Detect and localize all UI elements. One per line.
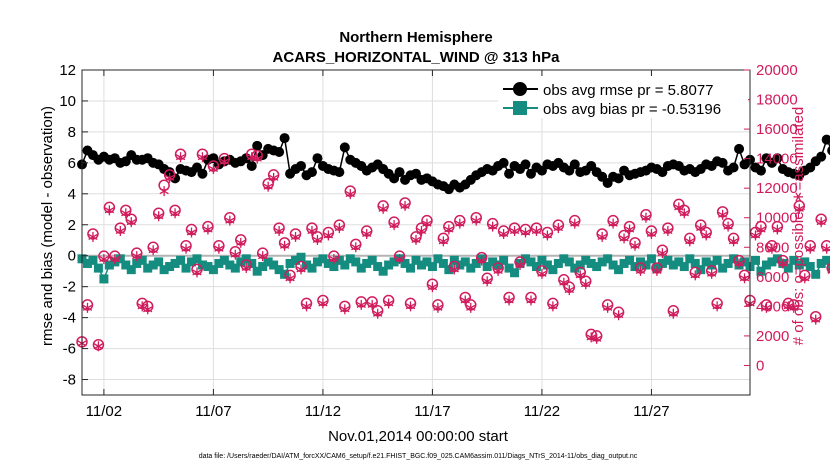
bias-marker xyxy=(680,262,689,271)
right-y-tick-label: 20000 xyxy=(756,62,798,79)
y-tick-label: -8 xyxy=(63,372,76,389)
bias-marker xyxy=(713,256,722,265)
y-axis-label: rmse and bias (model - observation) xyxy=(39,106,56,346)
y-tick-label: 0 xyxy=(68,248,76,265)
rmse-marker xyxy=(274,147,284,157)
rmse-marker xyxy=(280,133,290,143)
rmse-marker xyxy=(296,161,306,171)
right-y-tick-label: 8000 xyxy=(756,239,789,256)
x-tick-label: 11/07 xyxy=(195,403,231,420)
bias-marker xyxy=(751,256,760,265)
right-y-tick-label: 0 xyxy=(756,357,764,374)
bias-marker xyxy=(647,254,656,263)
rmse-marker xyxy=(521,159,531,169)
y-tick-label: 10 xyxy=(59,93,76,110)
bias-marker xyxy=(806,262,815,271)
bias-marker xyxy=(94,264,103,273)
right-y-axis-label: # of obs: o=possible; ∗=assimilated xyxy=(790,107,807,346)
x-tick-label: 11/12 xyxy=(305,403,341,420)
rmse-marker xyxy=(729,163,739,173)
chart-subtitle: ACARS_HORIZONTAL_WIND @ 313 hPa xyxy=(273,49,561,66)
rmse-marker xyxy=(247,161,257,171)
rmse-marker xyxy=(340,142,350,152)
bias-marker xyxy=(510,268,519,277)
x-tick-label: 11/27 xyxy=(633,403,669,420)
bias-marker xyxy=(99,274,108,283)
y-tick-label: -2 xyxy=(63,279,76,296)
rmse-marker xyxy=(816,152,826,162)
bias-marker xyxy=(428,262,437,271)
bias-marker xyxy=(88,256,97,265)
y-tick-label: -4 xyxy=(63,310,76,327)
y-tick-label: 2 xyxy=(68,217,76,234)
x-tick-label: 11/02 xyxy=(86,403,122,420)
bias-marker xyxy=(176,256,185,265)
y-tick-label: 8 xyxy=(68,124,76,141)
x-tick-label: 11/22 xyxy=(524,403,560,420)
y-tick-label: 4 xyxy=(68,186,76,203)
data-file-footnote: data file: /Users/raeder/DAI/ATM_forcXX/… xyxy=(199,453,638,460)
legend-rmse-label: obs avg rmse pr = 5.8077 xyxy=(543,82,714,99)
bias-marker xyxy=(811,270,820,279)
legend-bias-marker xyxy=(513,101,527,115)
rmse-marker xyxy=(734,144,744,154)
legend: obs avg rmse pr = 5.8077 obs avg bias pr… xyxy=(498,76,748,118)
rmse-marker xyxy=(499,158,509,168)
bias-marker xyxy=(297,253,306,262)
legend-bias-label: obs avg bias pr = -0.53196 xyxy=(543,101,721,118)
right-y-tick-label: 18000 xyxy=(756,92,798,109)
right-y-tick-label: 6000 xyxy=(756,269,789,286)
right-y-tick-label: 4000 xyxy=(756,298,789,315)
rmse-marker xyxy=(307,167,317,177)
bias-marker xyxy=(154,257,163,266)
right-y-tick-label: 2000 xyxy=(756,328,789,345)
y-tick-label: 6 xyxy=(68,155,76,172)
x-axis-label: Nov.01,2014 00:00:00 start xyxy=(328,428,509,445)
bias-marker xyxy=(406,264,415,273)
chart-title: Northern Hemisphere xyxy=(339,29,492,46)
y-tick-label: -6 xyxy=(63,341,76,358)
x-tick-label: 11/17 xyxy=(414,403,450,420)
legend-rmse-marker xyxy=(513,82,527,96)
rmse-marker xyxy=(197,169,207,179)
y-tick-label: 12 xyxy=(59,62,76,79)
rmse-marker xyxy=(334,167,344,177)
